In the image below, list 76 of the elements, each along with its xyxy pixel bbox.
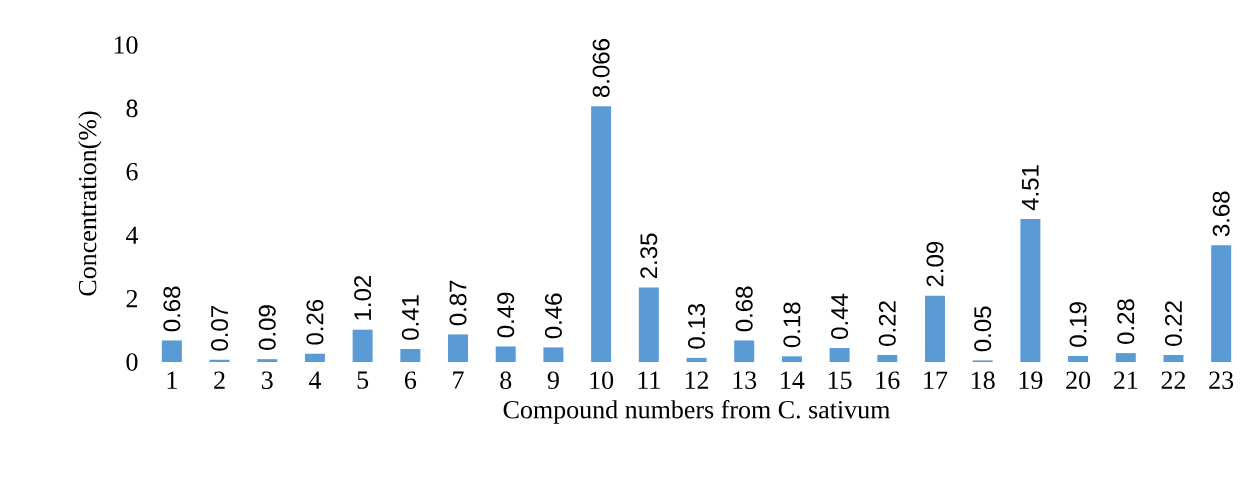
y-tick-label: 6 (126, 163, 138, 181)
bar (638, 287, 659, 362)
x-tick-label: 23 (1209, 371, 1234, 389)
bar (448, 334, 469, 362)
data-label: 0.09 (258, 305, 276, 351)
bar (1163, 355, 1184, 362)
bar (734, 340, 755, 362)
data-label: 0.41 (401, 295, 419, 340)
data-label: 0.26 (306, 299, 324, 345)
bar (161, 340, 182, 362)
bar (304, 353, 325, 362)
x-tick-label: 16 (876, 371, 900, 389)
data-label: 0.68 (735, 286, 753, 332)
x-axis-title: Compound numbers from C. sativum (503, 399, 890, 424)
data-label: 0.22 (1164, 301, 1182, 346)
data-label: 0.07 (211, 306, 229, 351)
data-label: 4.51 (1022, 165, 1039, 211)
y-axis-title: Concentration(%) (78, 111, 102, 296)
data-label: 0.44 (831, 293, 849, 339)
data-label: 0.87 (449, 280, 467, 326)
bar (1115, 353, 1136, 362)
x-tick-label: 8 (500, 371, 512, 390)
y-tick-label: 8 (126, 99, 138, 118)
y-tick-label: 10 (114, 36, 138, 54)
x-tick-label: 7 (453, 371, 464, 389)
bar (781, 356, 802, 362)
x-tick-label: 12 (685, 371, 709, 389)
bar (591, 106, 612, 362)
data-label: 1.02 (354, 275, 372, 320)
bar (686, 357, 707, 362)
x-tick-label: 2 (214, 371, 225, 389)
data-label: 3.68 (1212, 191, 1230, 237)
x-tick-label: 21 (1113, 371, 1138, 389)
x-tick-label: 19 (1019, 371, 1043, 389)
data-label: 0.68 (163, 286, 181, 332)
bar (1068, 355, 1089, 362)
x-tick-label: 14 (781, 371, 805, 389)
bar (257, 359, 278, 362)
x-tick-label: 10 (590, 371, 614, 390)
x-tick-label: 20 (1066, 371, 1091, 390)
y-tick-label: 4 (126, 226, 139, 244)
data-label: 0.13 (688, 304, 705, 349)
x-tick-label: 4 (308, 371, 322, 389)
x-tick-label: 11 (638, 371, 660, 389)
bar (1211, 245, 1232, 362)
bar (829, 348, 850, 362)
bar (400, 349, 421, 362)
x-tick-label: 9 (547, 371, 559, 389)
x-tick-label: 15 (828, 371, 852, 389)
x-tick-label: 17 (924, 371, 948, 389)
bar (924, 295, 945, 362)
x-tick-label: 3 (261, 371, 273, 389)
x-tick-label: 18 (971, 371, 995, 390)
bar (543, 347, 564, 362)
data-label: 0.49 (497, 292, 515, 338)
data-label: 0.19 (1069, 302, 1087, 347)
bar (352, 329, 373, 362)
y-tick-label: 2 (126, 289, 138, 308)
x-tick-label: 1 (167, 371, 177, 389)
data-label: 8.066 (592, 39, 610, 98)
bar (877, 355, 898, 362)
data-label: 0.46 (544, 293, 562, 339)
data-label: 0.22 (878, 301, 896, 346)
data-label: 2.09 (926, 241, 944, 287)
x-tick-label: 22 (1161, 371, 1186, 389)
bar (1020, 219, 1041, 362)
data-label: 2.35 (640, 233, 658, 279)
x-tick-label: 13 (733, 371, 757, 389)
data-label: 0.18 (783, 302, 801, 348)
bar (209, 359, 230, 362)
y-tick-label: 0 (126, 353, 138, 371)
x-tick-label: 5 (357, 371, 369, 389)
bar (495, 346, 516, 362)
x-tick-label: 6 (404, 371, 417, 389)
data-label: 0.05 (974, 306, 992, 352)
data-label: 0.28 (1117, 299, 1135, 344)
